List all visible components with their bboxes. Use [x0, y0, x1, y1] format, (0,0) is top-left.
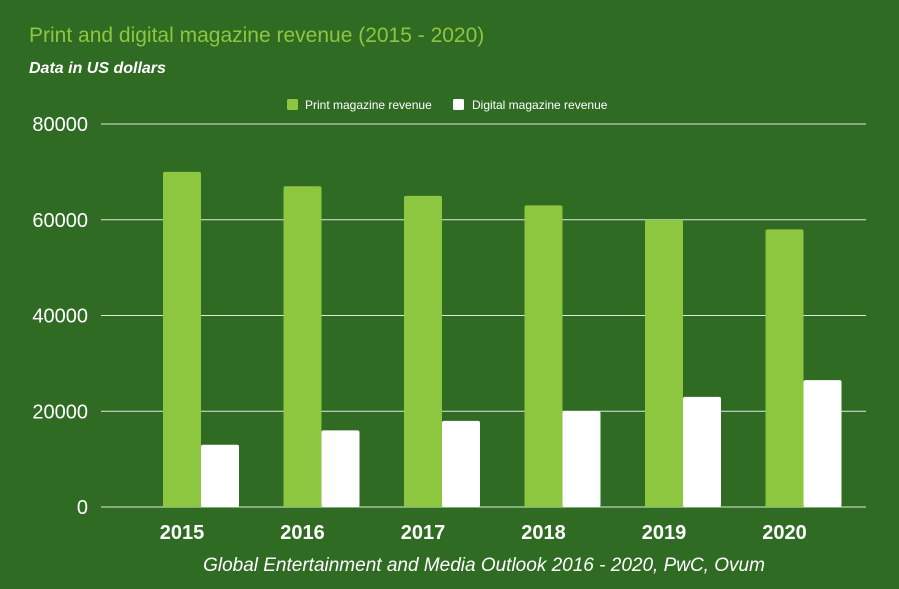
- bar-digital: [803, 380, 842, 507]
- legend-swatch-print: [287, 99, 298, 110]
- legend-swatch-digital: [453, 99, 464, 110]
- source-caption: Global Entertainment and Media Outlook 2…: [203, 555, 765, 576]
- chart-subtitle: Data in US dollars: [29, 60, 166, 77]
- bar-digital: [442, 420, 480, 507]
- chart-title: Print and digital magazine revenue (2015…: [29, 24, 485, 47]
- bar-print: [283, 186, 322, 508]
- bar-print: [645, 219, 683, 507]
- bar-print: [524, 205, 563, 507]
- legend-label-digital: Digital magazine revenue: [472, 98, 608, 112]
- y-tick-label: 0: [77, 497, 88, 519]
- bar-digital: [321, 430, 360, 507]
- x-tick-label: 2019: [642, 522, 687, 544]
- bar-digital: [683, 396, 721, 507]
- y-tick-label: 20000: [32, 401, 88, 423]
- legend-label-print: Print magazine revenue: [305, 98, 432, 112]
- x-tick-label: 2017: [401, 522, 446, 544]
- bar-digital: [562, 411, 601, 507]
- x-tick-label: 2016: [280, 522, 325, 544]
- y-tick-label: 80000: [32, 114, 88, 136]
- bar-digital: [201, 444, 239, 507]
- y-tick-label: 60000: [32, 210, 88, 232]
- bar-print: [404, 195, 442, 507]
- x-tick-label: 2020: [762, 522, 807, 544]
- y-tick-label: 40000: [32, 306, 88, 328]
- x-tick-label: 2018: [521, 522, 566, 544]
- bar-print: [163, 171, 201, 507]
- x-tick-label: 2015: [160, 522, 205, 544]
- bar-print: [765, 229, 804, 507]
